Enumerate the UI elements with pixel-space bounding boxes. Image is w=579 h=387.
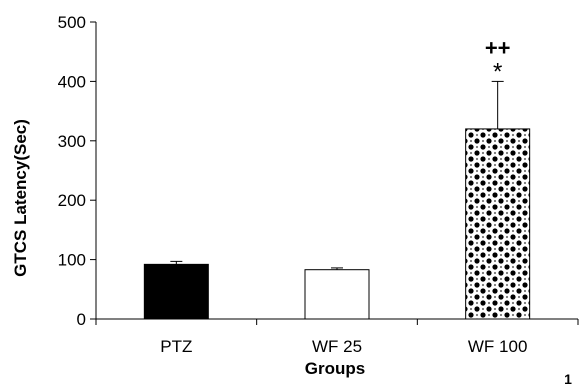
bars-group	[143, 128, 531, 320]
x-axis-title: Groups	[305, 359, 365, 378]
x-tick-label: WF 25	[312, 337, 362, 356]
page-number: 1	[564, 371, 572, 387]
axes-group	[90, 21, 579, 325]
bar-wf-25	[304, 269, 370, 320]
y-tick-label: 100	[58, 251, 86, 270]
annotation-star: *	[493, 58, 502, 85]
y-tick-label: 500	[58, 13, 86, 32]
error-bars-group	[170, 80, 504, 270]
y-tick-label: 300	[58, 132, 86, 151]
x-tick-label: WF 100	[468, 337, 528, 356]
bar-ptz	[143, 263, 209, 320]
labels-group: PTZ WF 25 WF 100 ++* 0 100 200 300 400 500	[58, 13, 528, 356]
y-axis-title: GTCS Latency(Sec)	[11, 119, 30, 277]
y-tick-label: 400	[58, 72, 86, 91]
y-tick-label: 0	[77, 310, 86, 329]
bar-wf-100	[465, 128, 531, 320]
x-tick-label: PTZ	[160, 337, 192, 356]
annotation-plus: ++	[485, 35, 511, 60]
y-tick-label: 200	[58, 191, 86, 210]
